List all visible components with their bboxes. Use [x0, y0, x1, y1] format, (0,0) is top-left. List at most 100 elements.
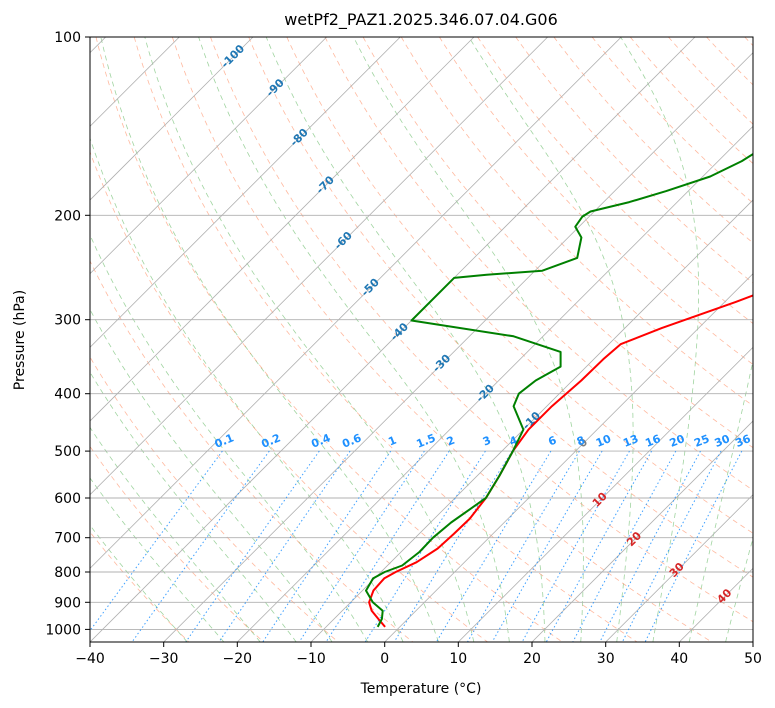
mixing-ratio-line: [644, 450, 743, 642]
mixing-ratio-label: 30: [713, 432, 732, 450]
y-tick-label: 200: [54, 208, 81, 224]
dry-adiabat-line: [439, 37, 753, 365]
moist-adiabat-line: [90, 524, 188, 642]
isotherm-line: [752, 641, 753, 642]
isotherm-line: [310, 199, 753, 642]
isotherm-line: [90, 37, 401, 348]
moist-adiabat-line: [265, 37, 546, 642]
pressure-gridlines: [90, 37, 753, 630]
mixing-ratio-label: 2: [445, 434, 457, 449]
dry-adiabat-line: [362, 37, 753, 449]
dry-adiabats: [90, 37, 753, 642]
isotherm-line: [605, 494, 753, 642]
isotherm-line: [531, 420, 753, 642]
moist-adiabat-line: [353, 37, 584, 642]
isotherm-line: [384, 273, 753, 642]
chart-title: wetPf2_PAZ1.2025.346.07.04.G06: [284, 10, 558, 30]
isotherm-line: [237, 125, 753, 642]
dry-adiabat-line: [477, 37, 753, 325]
x-tick-label: 40: [670, 651, 688, 667]
mixing-ratio-line: [90, 450, 223, 632]
y-tick-label: 500: [54, 444, 81, 460]
mixing-ratio-label: 16: [643, 432, 662, 450]
x-axis-ticks: −40 −30 −20 −10 0 10 20 30 40 50: [75, 642, 762, 667]
y-tick-label: 900: [54, 595, 81, 611]
mixing-ratio-label: 36: [733, 432, 752, 450]
y-tick-label: 700: [54, 531, 81, 547]
dry-adiabat-line: [629, 37, 753, 165]
x-tick-label: 50: [744, 651, 762, 667]
mixing-ratio-line: [599, 450, 701, 642]
x-tick-label: 0: [380, 651, 389, 667]
mixing-ratio-line: [218, 450, 351, 642]
moist-adiabat-line: [90, 371, 297, 642]
temperature-profile-line: [368, 294, 753, 628]
dry-adiabat-line: [95, 37, 563, 642]
isotherm-line: [90, 37, 475, 422]
y-tick-label: 400: [54, 387, 81, 403]
mixing-ratio-line: [185, 450, 320, 642]
isotherm-line: [90, 37, 696, 642]
isotherm-line: [90, 37, 548, 496]
y-tick-label: 100: [54, 30, 81, 46]
isotherm-line: [90, 37, 254, 201]
dry-adiabat-line: [400, 37, 753, 407]
isotherm-line: [90, 37, 622, 569]
sounding-profiles: [365, 152, 753, 628]
y-tick-label: 800: [54, 565, 81, 581]
mixing-ratio-lines: [90, 450, 743, 642]
mixing-ratio-label: 20: [668, 432, 687, 450]
x-tick-label: 30: [597, 651, 615, 667]
dry-adiabat-line: [90, 260, 414, 642]
plot-background: [90, 37, 753, 642]
x-axis-label: Temperature (°C): [360, 681, 482, 697]
mixing-ratio-line: [545, 450, 653, 642]
mixing-ratio-line: [393, 450, 513, 642]
moist-adiabat-line: [144, 37, 475, 642]
mixing-ratio-line: [521, 450, 630, 642]
moist-adiabat-line: [90, 137, 404, 642]
x-tick-label: −40: [75, 651, 105, 667]
x-tick-label: 20: [523, 651, 541, 667]
dry-adiabat-line: [210, 37, 753, 623]
moist-adiabat-line: [620, 37, 699, 642]
mixing-ratio-line: [572, 450, 677, 642]
mixing-ratio-line: [491, 450, 603, 642]
x-tick-label: −30: [149, 651, 179, 667]
y-axis-ticks: 100 200 300 400 500 600 700 800 900 1000: [45, 30, 90, 638]
mixing-ratio-label: 8: [575, 434, 587, 449]
dry-adiabat-line: [171, 37, 712, 642]
plot-frame: [89, 36, 754, 643]
isotherm-line: [163, 52, 753, 642]
moist-adiabat-line: [90, 477, 225, 642]
mixing-ratio-line: [298, 450, 425, 642]
dry-adiabat-line: [133, 37, 638, 642]
mixing-ratio-label: 25: [692, 432, 711, 450]
dry-adiabat-line: [90, 531, 190, 642]
x-tick-label: −10: [296, 651, 326, 667]
mixing-ratio-label: 13: [621, 432, 640, 450]
isotherm-line: [90, 37, 327, 275]
y-tick-label: 1000: [45, 622, 81, 638]
x-tick-label: 10: [449, 651, 467, 667]
mixing-ratio-label: 10: [594, 432, 613, 450]
moist-adiabat-line: [90, 426, 261, 642]
dry-adiabat-line: [515, 37, 753, 284]
mixing-ratio-line: [621, 450, 722, 642]
moist-adiabat-line: [90, 234, 369, 642]
y-tick-label: 300: [54, 313, 81, 329]
y-axis-label: Pressure (hPa): [12, 290, 28, 390]
dry-adiabat-line: [591, 37, 753, 204]
dewpoint-profile-line: [365, 152, 753, 628]
y-tick-label: 600: [54, 491, 81, 507]
x-tick-label: −20: [223, 651, 253, 667]
mixing-ratio-label: 3: [481, 434, 493, 449]
dry-adiabat-line: [248, 37, 753, 578]
isotherms: [90, 37, 753, 642]
isotherm-line: [458, 346, 753, 642]
mixing-ratio-line: [262, 450, 392, 642]
moist-adiabat-line: [100, 37, 439, 642]
dry-adiabat-line: [90, 445, 264, 642]
mixing-ratio-label: 1: [386, 434, 398, 449]
